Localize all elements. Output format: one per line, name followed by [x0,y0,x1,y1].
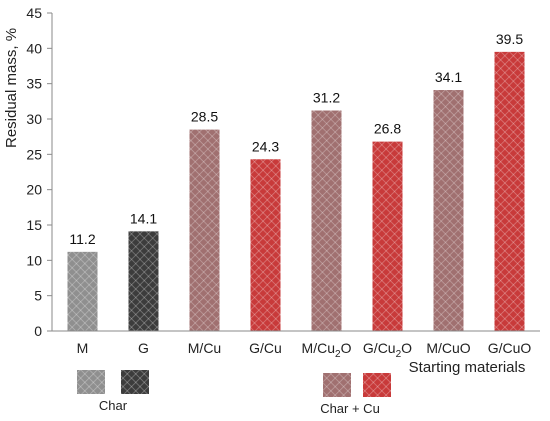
x-axis: M G M/Cu G/Cu M/Cu2O G/Cu2O M/CuO G/CuO [52,330,540,360]
bar-pattern [67,251,98,331]
data-label: 11.2 [69,231,95,247]
legend-swatch-pattern [77,370,105,394]
bar-pattern [311,110,342,332]
x-tick-label: G/CuO [488,340,532,356]
x-tick-label: M/CuO [426,340,470,356]
x-tick-label: M/Cu [188,340,221,356]
y-tick-label: 5 [34,288,42,304]
legend-swatch-pattern [121,370,149,394]
bar-pattern [433,90,464,331]
bar-pattern [372,141,403,331]
y-axis-title: Residual mass, % [3,28,20,148]
y-tick-label: 15 [26,217,42,233]
y-tick-label: 35 [26,76,42,92]
bar-pattern [189,129,220,331]
bar-pattern [250,159,281,331]
data-label: 34.1 [435,69,462,85]
y-tick-label: 25 [26,146,42,162]
data-label: 28.5 [191,109,218,125]
bar-pattern [494,51,525,331]
data-label: 39.5 [496,31,523,47]
y-tick-label: 30 [26,111,42,127]
x-tick-label: M/Cu2O [302,340,352,360]
data-label: 14.1 [130,210,157,226]
bars: 11.2 14.1 28.5 24.3 31.2 26.8 34.1 39.5 [67,31,525,332]
legend: Char Char + Cu [77,370,391,416]
legend-label: Char [99,398,128,413]
data-label: 31.2 [313,90,340,106]
x-tick-label: G/Cu [249,340,282,356]
y-tick-label: 0 [34,323,42,339]
y-tick-label: 10 [26,252,42,268]
legend-swatch-pattern [363,373,391,397]
x-tick-label: G [138,340,149,356]
data-label: 24.3 [252,138,279,154]
y-axis: 0 5 10 15 20 25 30 35 40 45 [26,5,53,339]
x-tick-label: M [77,340,89,356]
y-tick-label: 40 [26,40,42,56]
x-axis-title: Starting materials [409,359,526,376]
bar-pattern [128,231,159,331]
legend-label: Char + Cu [320,401,380,416]
x-tick-label: G/Cu2O [363,340,412,360]
data-label: 26.8 [374,121,401,137]
y-tick-label: 20 [26,182,42,198]
legend-swatch-pattern [323,373,351,397]
y-tick-label: 45 [26,5,42,21]
